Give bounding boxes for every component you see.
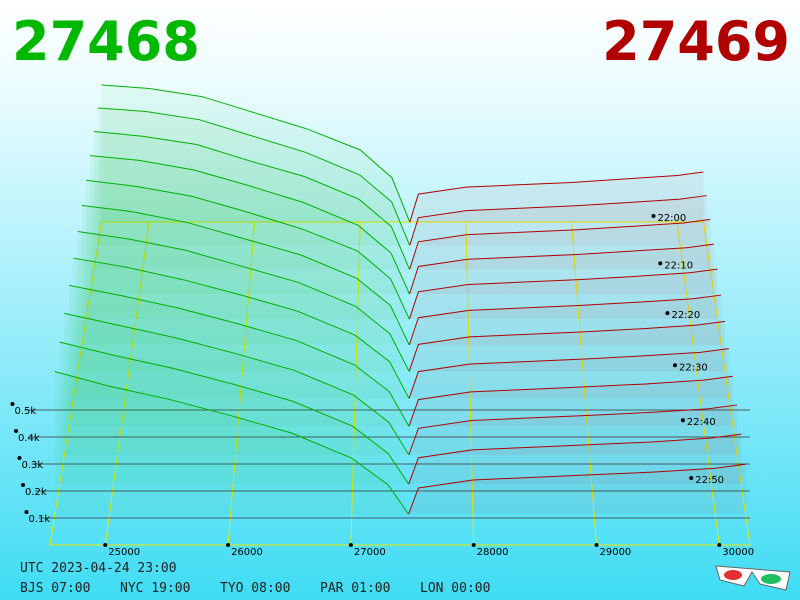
time-tick-label: 22:30	[679, 362, 708, 373]
x-tick	[226, 543, 231, 547]
bid-price: 27468	[12, 10, 200, 73]
time-tick	[651, 213, 656, 218]
zone-time: TYO 08:00	[220, 581, 290, 596]
x-tick-label: 30000	[722, 547, 754, 558]
y-tick	[14, 429, 18, 433]
asks-fill	[408, 464, 746, 515]
time-tick-label: 22:10	[664, 260, 693, 271]
bids-slice	[101, 84, 411, 223]
bids-slice	[90, 155, 410, 295]
x-tick	[103, 543, 108, 547]
time-tick	[680, 418, 685, 423]
asks-slice	[408, 463, 746, 515]
bids-fill	[81, 205, 410, 345]
x-tick-label: 27000	[354, 547, 386, 558]
asks-fill	[409, 295, 722, 345]
asks-slice	[408, 375, 733, 427]
bids-fill	[101, 84, 410, 222]
asks-slice	[409, 243, 714, 295]
asks-slice	[408, 294, 722, 346]
bids-fill	[64, 313, 409, 455]
bids-slice	[68, 284, 410, 427]
asks-slice	[408, 348, 729, 399]
bids-fill	[86, 180, 410, 320]
zone-time: LON 00:00	[420, 581, 490, 596]
asks-slice	[408, 433, 742, 485]
bids-fill	[73, 258, 409, 399]
bids-slice	[93, 130, 410, 270]
bids-fill	[90, 155, 410, 294]
asks-slice	[408, 268, 718, 320]
asks-fill	[409, 219, 711, 270]
utc-time: UTC 2023-04-24 23:00	[20, 561, 177, 576]
x-tick	[594, 543, 599, 547]
bids-fill	[97, 107, 410, 246]
asks-slice	[408, 320, 726, 372]
zone-time: PAR 01:00	[320, 581, 390, 596]
x-tick	[717, 543, 722, 547]
x-tick	[348, 543, 353, 547]
y-tick-label: 0.3k	[22, 460, 44, 471]
asks-fill	[409, 269, 718, 320]
y-tick-label: 0.5k	[15, 406, 37, 417]
asks-fill	[409, 244, 714, 294]
asks-slice	[409, 195, 707, 246]
asks-slice	[409, 218, 711, 270]
bids-fill	[54, 371, 409, 515]
asks-fill	[408, 404, 738, 455]
bids-fill	[77, 231, 410, 372]
y-tick-label: 0.4k	[18, 433, 40, 444]
bids-slice	[64, 312, 410, 456]
bids-slice	[77, 230, 410, 372]
x-tick-label: 28000	[477, 547, 509, 558]
y-tick	[17, 456, 22, 460]
bids-slice	[59, 341, 410, 485]
time-tick-label: 22:40	[687, 417, 716, 428]
time-tick-label: 22:20	[671, 310, 700, 321]
bids-fill	[59, 342, 409, 485]
y-tick-label: 0.2k	[25, 487, 47, 498]
y-tick-label: 0.1k	[29, 514, 51, 525]
time-tick-label: 22:00	[657, 213, 686, 224]
ask-price: 27469	[602, 10, 790, 73]
bids-slice	[54, 371, 409, 515]
bids-slice	[81, 205, 410, 346]
y-tick	[21, 483, 25, 487]
zone-time: BJS 07:00	[20, 581, 90, 596]
y-tick	[24, 510, 29, 514]
asks-fill	[408, 376, 733, 427]
glasses-icon	[715, 565, 791, 591]
x-tick-label: 29000	[599, 547, 631, 558]
x-tick-label: 26000	[231, 547, 263, 558]
plot: 25000 26000 27000 28000 29000 30000 0.1k 0.2k 0.…	[10, 84, 754, 558]
zone-time: NYC 19:00	[120, 581, 190, 596]
bids-slice	[73, 257, 410, 399]
time-tick	[672, 363, 677, 368]
time-tick	[665, 311, 670, 316]
asks-slice	[408, 404, 738, 455]
asks-slice	[409, 171, 704, 223]
time-tick	[658, 261, 663, 266]
asks-fill	[409, 348, 729, 399]
bids-fill	[68, 285, 409, 427]
asks-fill	[409, 321, 725, 372]
time-tick-label: 22:50	[695, 475, 724, 486]
x-tick	[471, 543, 476, 547]
time-tick	[689, 476, 694, 481]
x-tick-label: 25000	[108, 547, 140, 558]
bids-slice	[97, 107, 411, 246]
asks-fill	[409, 195, 707, 246]
bids-slice	[86, 179, 410, 320]
y-tick	[10, 402, 15, 406]
